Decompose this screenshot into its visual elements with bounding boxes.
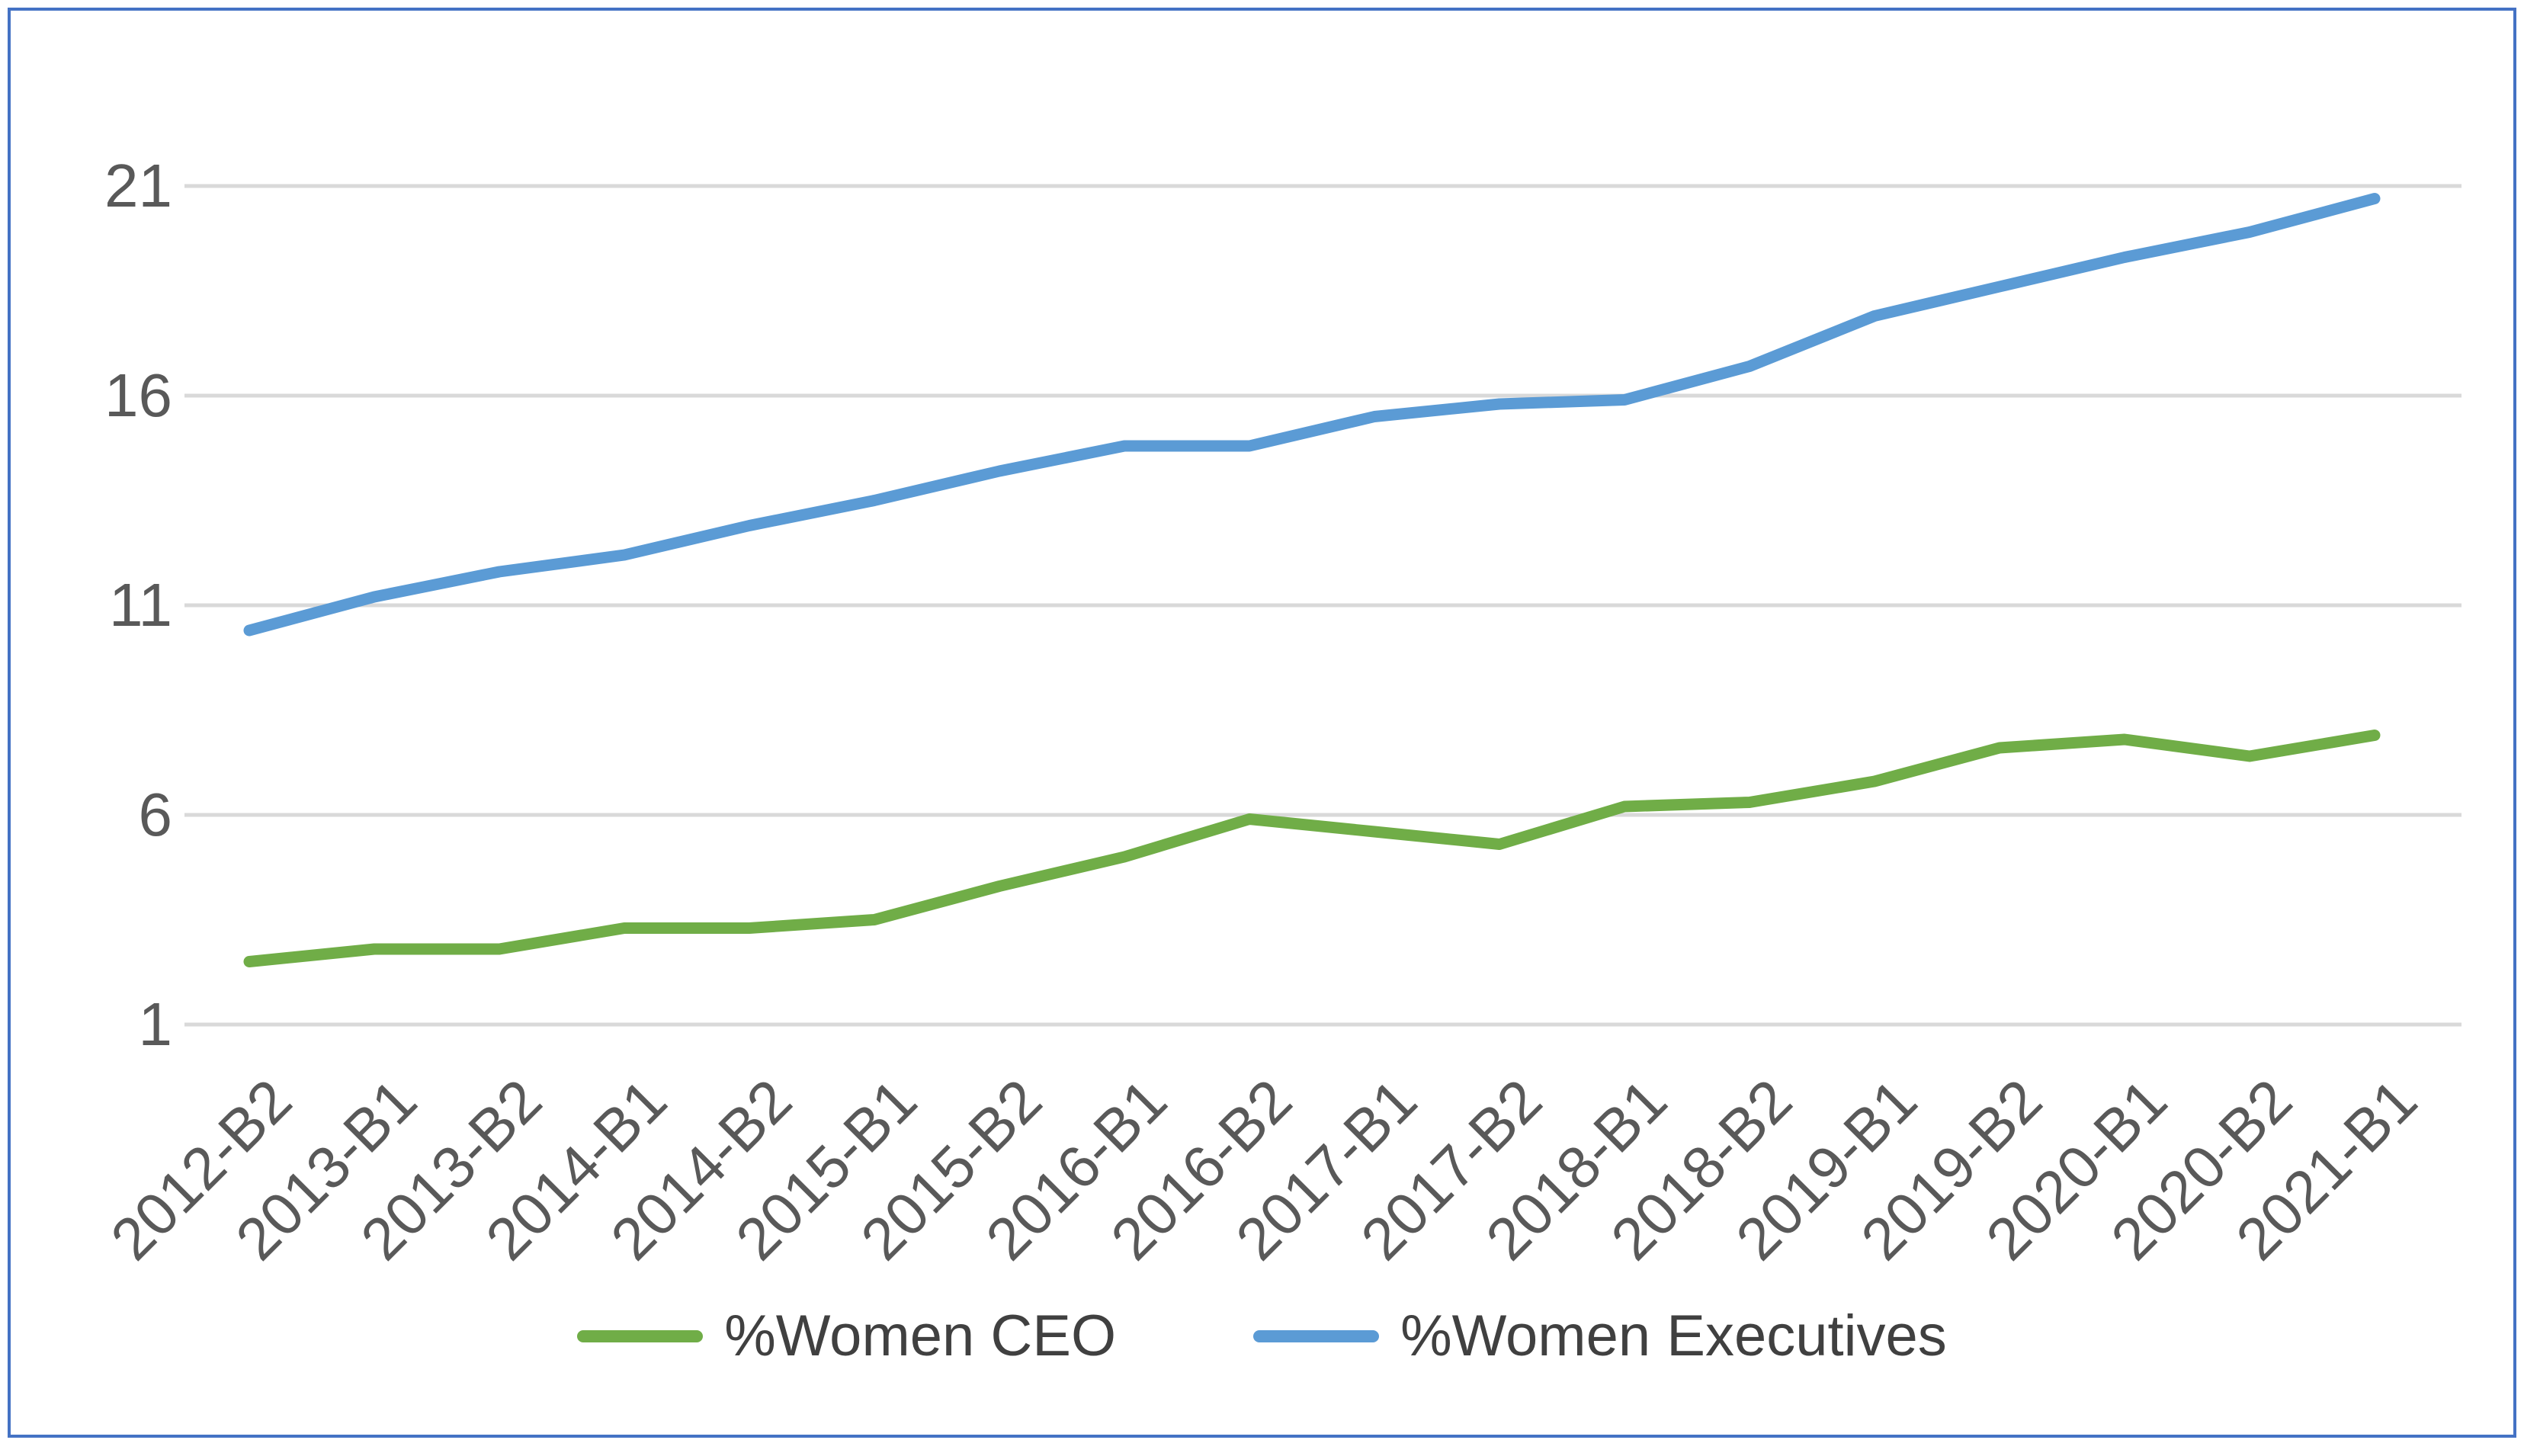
line-chart: 161116212012-B22013-B12013-B22014-B12014…	[11, 11, 2524, 1456]
y-tick-label: 21	[104, 152, 172, 220]
legend-item--women-executives: %Women Executives	[1253, 1303, 1947, 1369]
y-tick-label: 6	[139, 781, 173, 848]
legend-line-swatch	[577, 1330, 703, 1342]
y-tick-label: 16	[104, 361, 172, 429]
legend: %Women CEO %Women Executives	[11, 1303, 2513, 1369]
series-line--women-ceo	[249, 736, 2375, 962]
legend-item--women-ceo: %Women CEO	[577, 1303, 1116, 1369]
legend-line-swatch	[1253, 1330, 1379, 1342]
legend-label: %Women Executives	[1400, 1303, 1947, 1369]
y-tick-label: 1	[139, 990, 173, 1058]
y-tick-label: 11	[109, 571, 172, 639]
series-line--women-executives	[249, 199, 2375, 631]
legend-label: %Women CEO	[724, 1303, 1116, 1369]
